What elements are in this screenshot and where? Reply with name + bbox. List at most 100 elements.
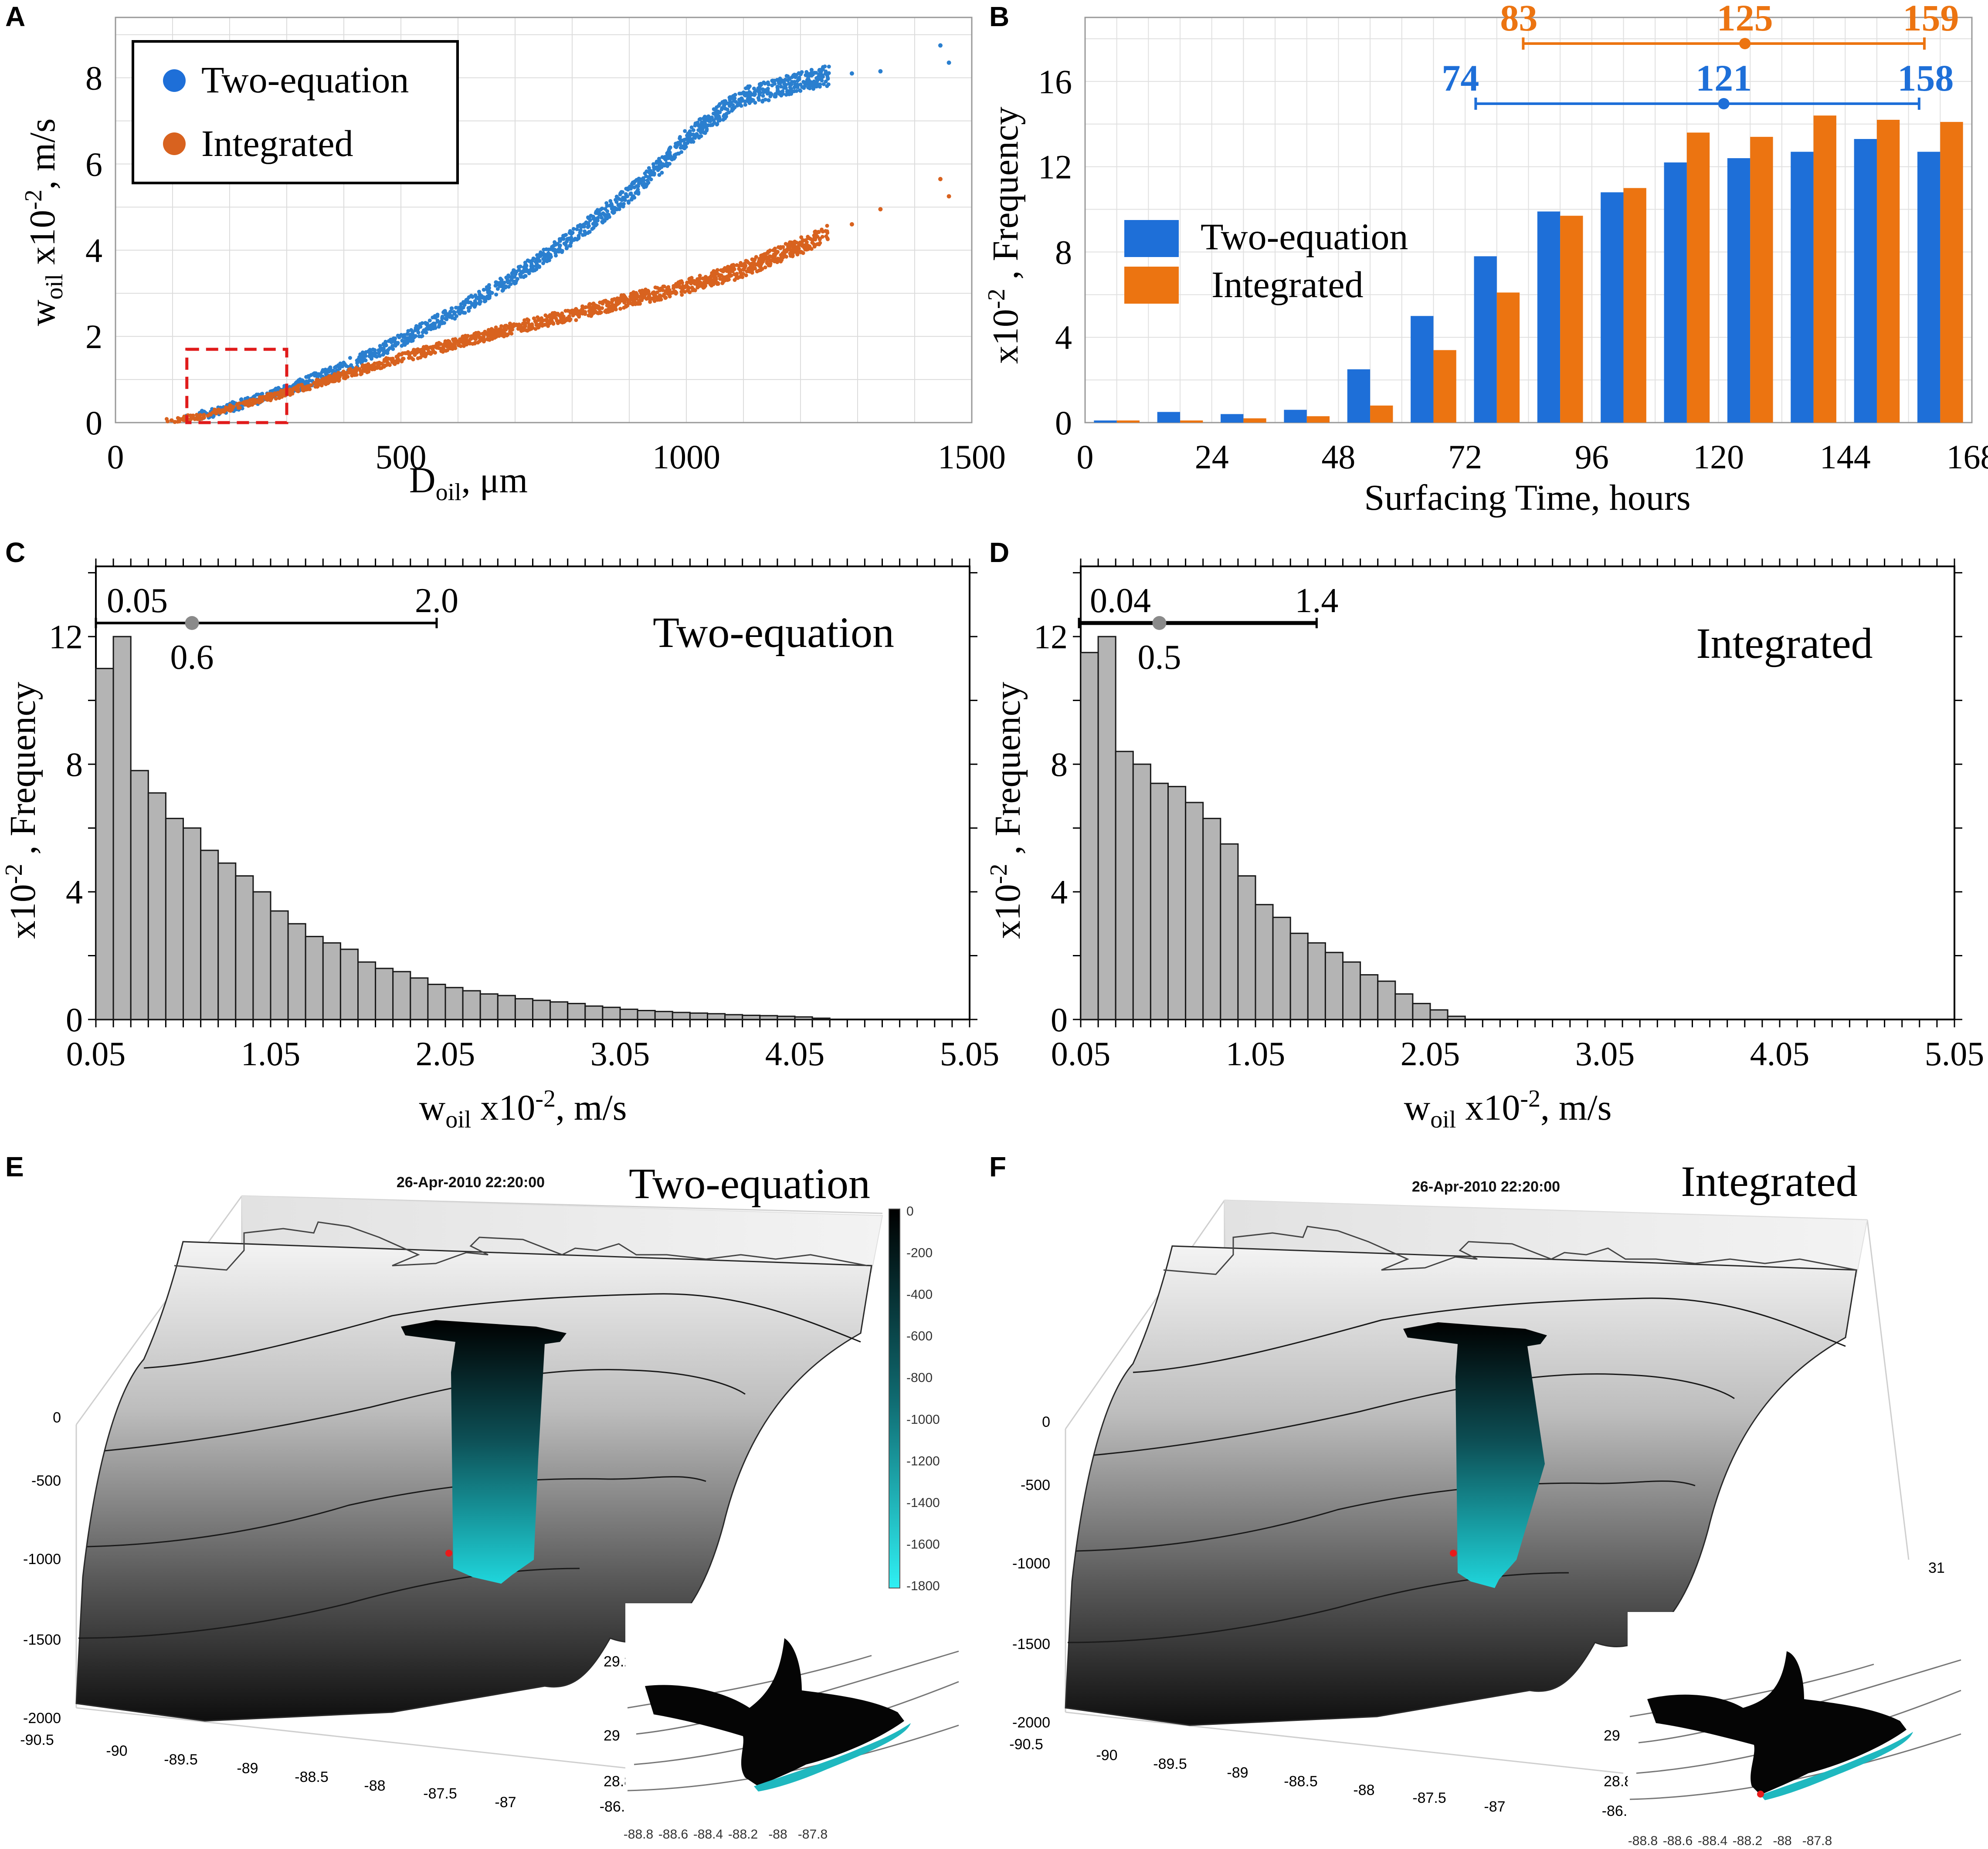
- scatter-point-integrated: [315, 385, 319, 389]
- scatter-point-two-equation: [553, 242, 557, 246]
- scatter-point-two-equation: [300, 378, 305, 383]
- scatter-point-integrated: [672, 286, 675, 291]
- colorbar-tick-label: -800: [906, 1371, 933, 1385]
- scatter-point-integrated: [406, 350, 410, 354]
- scatter-point-two-equation: [318, 372, 322, 376]
- scatter-point-two-equation: [821, 67, 825, 71]
- scatter-point-integrated: [618, 298, 623, 302]
- scatter-point-two-equation: [506, 284, 511, 289]
- scatter-point-integrated: [510, 323, 515, 327]
- scatter-point-integrated: [587, 313, 591, 318]
- scatter-point-two-equation: [557, 250, 561, 254]
- histogram-bar: [672, 1012, 691, 1020]
- bar-two-equation: [1157, 412, 1181, 423]
- scatter-point-two-equation: [393, 339, 397, 344]
- scatter-point-integrated: [412, 348, 416, 352]
- scatter-point-integrated: [716, 281, 720, 285]
- scatter-point-integrated: [760, 253, 765, 257]
- histogram-bar: [1342, 961, 1361, 1020]
- scatter-point-two-equation: [482, 288, 486, 292]
- y-tick-label: 12: [1038, 148, 1072, 186]
- bar-integrated: [1116, 420, 1140, 423]
- scatter-point-integrated: [577, 315, 581, 319]
- bar-integrated: [1686, 132, 1710, 423]
- scatter-point-integrated: [273, 391, 277, 396]
- oil-plume: [1403, 1322, 1547, 1588]
- histogram-bar: [759, 1015, 778, 1020]
- histogram-bar: [1080, 652, 1099, 1020]
- scatter-point-integrated: [359, 369, 363, 374]
- histogram-bar: [550, 1001, 569, 1020]
- colorbar-tick-label: -1400: [906, 1496, 940, 1510]
- scatter-point-integrated: [659, 294, 663, 298]
- scatter-point-integrated: [188, 413, 193, 418]
- y-tick-label: 2: [85, 318, 102, 356]
- scatter-point-two-equation: [438, 320, 443, 325]
- scatter-point-integrated: [580, 311, 584, 315]
- scatter-point-integrated: [453, 346, 458, 350]
- scatter-point-two-equation: [593, 217, 597, 221]
- scatter-point-two-equation: [657, 173, 662, 177]
- scatter-point-integrated: [781, 251, 785, 255]
- scatter-point-integrated: [760, 259, 764, 263]
- scatter-point-two-equation: [710, 115, 714, 120]
- scatter-point-two-equation: [668, 146, 672, 150]
- y-tick-labels: 0 4 8 12 16: [1038, 63, 1072, 442]
- scatter-point-integrated: [472, 336, 477, 340]
- scatter-point-integrated: [438, 346, 442, 351]
- scatter-point-integrated: [784, 242, 788, 246]
- x-tick-label: 72: [1448, 438, 1482, 476]
- scatter-point-two-equation: [766, 87, 770, 91]
- panel-label: F: [989, 1151, 1006, 1182]
- scatter-point-two-equation: [409, 334, 414, 338]
- scatter-point-integrated: [689, 276, 694, 280]
- scatter-point-integrated: [492, 328, 496, 332]
- scatter-point-two-equation: [812, 85, 817, 89]
- inset-tick-labels: -88.8 -88.6 -88.4 -88.2 -88 -87.8: [1628, 1834, 1832, 1848]
- bar-two-equation: [1601, 192, 1624, 423]
- range-median-label: 0.6: [170, 638, 214, 677]
- scatter-point-integrated: [421, 352, 425, 356]
- bar-two-equation: [1917, 152, 1941, 423]
- depth-tick-label: -2000: [23, 1710, 61, 1727]
- y-tick-label: 4: [1055, 318, 1072, 356]
- scatter-point-integrated: [635, 292, 639, 297]
- scatter-point-two-equation: [663, 155, 667, 159]
- scatter-point-two-equation: [378, 344, 382, 348]
- scatter-point-two-equation: [821, 82, 826, 86]
- scatter-point-integrated: [333, 379, 337, 383]
- bar-integrated: [1180, 420, 1203, 423]
- scatter-point-two-equation: [564, 233, 568, 237]
- inset-map: -88.8 -88.6 -88.4 -88.2 -88 -87.8: [624, 1603, 983, 1842]
- scatter-point-integrated: [366, 362, 370, 367]
- scatter-point-integrated: [763, 265, 767, 270]
- depth-tick-label: -500: [1021, 1477, 1050, 1493]
- range-low-label: 83: [1500, 0, 1537, 39]
- scatter-point-two-equation: [554, 254, 558, 258]
- panel-label: E: [5, 1151, 24, 1182]
- scatter-point-integrated: [337, 375, 342, 379]
- plot-frame: [115, 17, 973, 423]
- scatter-point-two-equation: [732, 99, 736, 103]
- scatter-point-two-equation: [668, 152, 672, 156]
- scatter-point-integrated: [737, 264, 741, 268]
- scatter-point-integrated: [767, 250, 771, 254]
- scatter-point-two-equation: [494, 281, 499, 286]
- scatter-point-two-equation: [753, 101, 757, 105]
- scatter-point-integrated: [770, 254, 774, 259]
- scatter-point-integrated: [433, 351, 437, 355]
- scatter-point-integrated: [826, 237, 830, 241]
- scatter-point-integrated: [313, 381, 318, 386]
- scatter-point-two-equation: [611, 205, 615, 210]
- panel-d: D 0.05 1.05 2.05 3.05 4.05 5.05 0 4 8 12 0.04 1.4…: [985, 537, 1984, 1133]
- scatter-point-two-equation: [760, 99, 765, 104]
- scatter-point-two-equation: [637, 181, 641, 185]
- scatter-point-two-equation: [790, 80, 794, 84]
- inset-tick-label: -88: [768, 1827, 787, 1842]
- colorbar-tick-label: -1800: [906, 1579, 940, 1593]
- scatter-point-integrated: [166, 419, 170, 423]
- scatter-point-two-equation: [673, 155, 677, 159]
- scatter-point-two-equation: [334, 364, 339, 369]
- scatter-point-integrated: [756, 263, 760, 267]
- legend-box: [132, 40, 459, 184]
